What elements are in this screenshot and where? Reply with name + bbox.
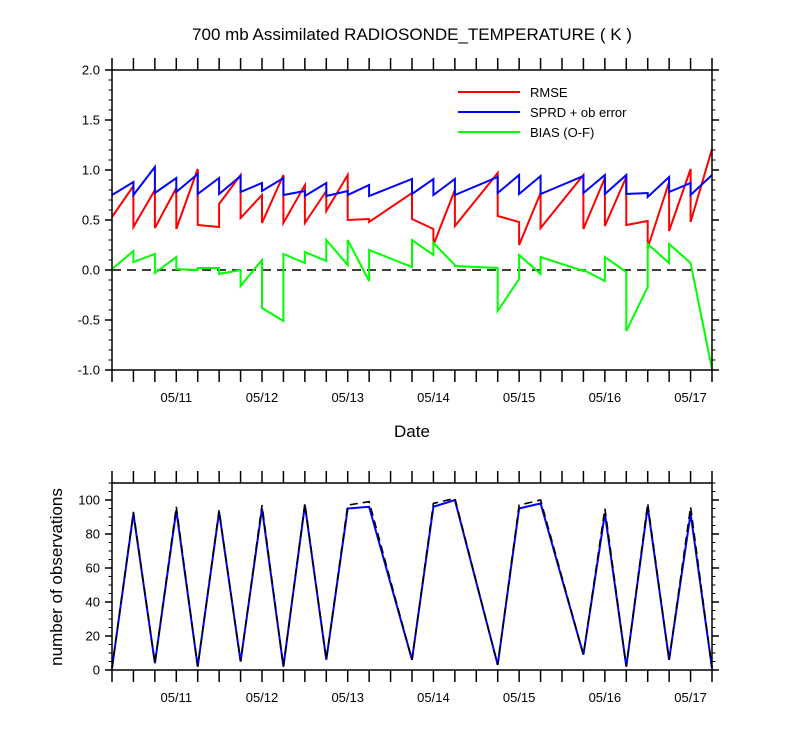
x-tick-label: 05/13 — [331, 690, 364, 705]
series-line-bias-o-f — [111, 237, 713, 370]
x-tick-label: 05/12 — [246, 690, 279, 705]
y-tick-label: 100 — [78, 493, 100, 508]
bottom-series-group — [111, 497, 713, 669]
x-tick-label: 05/17 — [674, 390, 707, 405]
x-tick-label: 05/14 — [417, 390, 450, 405]
x-tick-label: 05/17 — [674, 690, 707, 705]
bottom-plot-frame — [111, 482, 713, 671]
y-tick-label: 0 — [93, 663, 100, 678]
x-axis-label: Date — [394, 422, 430, 441]
x-tick-label: 05/16 — [589, 690, 622, 705]
top-series-group — [111, 148, 713, 370]
x-tick-label: 05/15 — [503, 690, 536, 705]
y-tick-label: 80 — [86, 527, 100, 542]
legend: RMSE SPRD + ob error BIAS (O-F) — [458, 85, 627, 140]
rmse-bias-chart: 700 mb Assimilated RADIOSONDE_TEMPERATUR… — [78, 25, 719, 441]
y-tick-label: 0.0 — [82, 263, 100, 278]
top-plot-frame — [111, 69, 713, 371]
top-axis-ticks: -1.0 -0.5 0.0 0.5 1.0 1.5 2.0 05/11 05/12 05/13 05… — [78, 58, 719, 405]
bottom-axis-ticks: 0 20 40 60 80 100 05/11 05/12 05/13 05/14 05/15 05/… — [78, 471, 719, 705]
x-tick-label: 05/15 — [503, 390, 536, 405]
legend-label-bias: BIAS (O-F) — [530, 125, 594, 140]
x-tick-label: 05/16 — [589, 390, 622, 405]
x-tick-label: 05/13 — [331, 390, 364, 405]
y-tick-label: 1.5 — [82, 113, 100, 128]
series-line-rmse — [111, 148, 713, 249]
x-tick-label: 05/12 — [246, 390, 279, 405]
series-line-possible — [111, 497, 713, 669]
legend-label-sprd: SPRD + ob error — [530, 105, 627, 120]
y-tick-label: 0.5 — [82, 213, 100, 228]
x-tick-label: 05/14 — [417, 690, 450, 705]
series-line-sprd-ob-error — [111, 164, 713, 200]
y-tick-label: 1.0 — [82, 163, 100, 178]
y-axis-label: number of observations — [47, 488, 66, 666]
y-tick-label: -1.0 — [78, 363, 100, 378]
y-tick-label: 60 — [86, 561, 100, 576]
x-tick-label: 05/11 — [160, 390, 192, 405]
series-line-assimilated — [111, 498, 713, 669]
y-tick-label: 40 — [86, 595, 100, 610]
x-tick-label: 05/11 — [160, 690, 192, 705]
y-tick-label: 2.0 — [82, 63, 100, 78]
y-tick-label: -0.5 — [78, 313, 100, 328]
y-tick-label: 20 — [86, 629, 100, 644]
legend-label-rmse: RMSE — [530, 85, 568, 100]
chart-title: 700 mb Assimilated RADIOSONDE_TEMPERATUR… — [192, 25, 632, 44]
observation-count-chart: 0 20 40 60 80 100 05/11 05/12 05/13 05/14 05/15 05/… — [47, 471, 719, 705]
